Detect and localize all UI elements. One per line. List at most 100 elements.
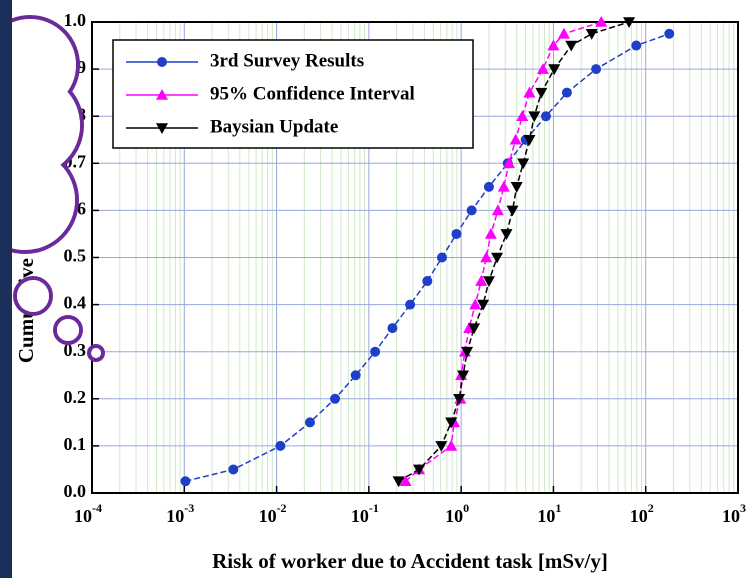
tick-base: 10 (537, 506, 555, 526)
data-point (561, 87, 572, 98)
tick-exponent: -4 (92, 501, 102, 515)
data-point (468, 323, 481, 335)
data-point (399, 475, 412, 487)
data-point (506, 205, 519, 217)
legend-label: 3rd Survey Results (210, 50, 364, 71)
data-point (664, 28, 675, 39)
legend-marker (157, 57, 167, 67)
tick-base: 10 (630, 506, 648, 526)
data-point (497, 180, 510, 192)
data-point (510, 182, 523, 193)
data-point (523, 86, 536, 98)
data-point (595, 16, 608, 27)
x-tick-label: 102 (630, 501, 654, 526)
data-point (482, 276, 495, 288)
data-point (435, 441, 448, 452)
data-point (516, 110, 529, 121)
legend-marker (156, 123, 168, 134)
data-point (350, 370, 361, 381)
data-point (540, 111, 551, 122)
tick-exponent: 2 (648, 501, 654, 515)
tick-exponent: -3 (184, 501, 194, 515)
tick-base: 10 (722, 506, 740, 526)
legend-label: 95% Confidence Interval (210, 83, 415, 104)
data-point (228, 464, 239, 475)
data-point (466, 205, 477, 216)
legend-marker (156, 89, 168, 100)
y-tick-label: 0.1 (64, 434, 87, 454)
data-point (591, 64, 602, 75)
x-axis-title: Risk of worker due to Accident task [mSv… (212, 549, 608, 573)
plot-frame (91, 21, 739, 494)
data-point (535, 87, 548, 99)
data-point (436, 252, 447, 263)
tick-exponent: 1 (555, 501, 561, 515)
data-point (484, 227, 497, 239)
data-point (528, 111, 541, 123)
data-point (461, 346, 474, 358)
data-point (500, 229, 513, 240)
legend: 3rd Survey Results 95% Confidence Interva… (112, 39, 474, 149)
data-point (413, 464, 426, 476)
data-point (457, 370, 470, 382)
tick-base: 10 (166, 506, 184, 526)
data-point (483, 181, 494, 192)
tick-base: 10 (74, 506, 92, 526)
data-point (477, 299, 490, 311)
series-line (398, 21, 630, 482)
data-point (370, 346, 381, 357)
data-point (631, 40, 642, 51)
data-point (445, 417, 458, 429)
data-point (491, 252, 504, 264)
data-point (304, 417, 315, 428)
data-point (392, 476, 405, 488)
data-point (453, 394, 466, 405)
data-point (585, 28, 598, 40)
x-tick-label: 10-1 (351, 501, 379, 526)
data-point (275, 440, 286, 451)
data-point (548, 64, 561, 76)
x-tick-label: 103 (722, 501, 746, 526)
x-tick-label: 10-4 (74, 501, 102, 526)
tick-exponent: -1 (369, 501, 379, 515)
x-tick-label: 10-2 (259, 501, 287, 526)
data-point (405, 299, 416, 310)
series-line (405, 21, 602, 482)
data-point (547, 39, 560, 51)
data-point (517, 158, 530, 170)
data-point (330, 393, 341, 404)
data-point (475, 275, 488, 286)
data-point (180, 476, 191, 487)
data-point (565, 40, 578, 52)
legend-label: Baysian Update (210, 116, 338, 137)
data-point (509, 133, 522, 145)
y-tick-label: 0.4 (64, 293, 87, 313)
tick-exponent: 0 (463, 501, 469, 515)
y-tick-label: 1.0 (64, 10, 87, 30)
x-tick-label: 100 (445, 501, 469, 526)
data-point (451, 228, 462, 239)
data-point (422, 276, 433, 287)
tick-exponent: 3 (740, 501, 746, 515)
x-tick-label: 101 (537, 501, 561, 526)
data-point (557, 27, 570, 39)
y-tick-label: 0.5 (64, 246, 87, 266)
plot-area: 0.00.10.20.30.40.50.60.70.80.91.010-410-… (64, 10, 747, 526)
data-point (491, 204, 504, 216)
y-tick-label: 0.0 (64, 481, 87, 501)
tick-base: 10 (351, 506, 369, 526)
data-point (387, 323, 398, 334)
legend-box (112, 39, 474, 149)
data-point (445, 439, 458, 451)
data-point (523, 134, 536, 146)
data-point (480, 251, 493, 263)
data-point (469, 298, 482, 310)
data-point (623, 17, 636, 28)
thought-bubble (0, 0, 105, 362)
tick-exponent: -2 (277, 501, 287, 515)
tick-base: 10 (259, 506, 277, 526)
data-point (502, 157, 515, 169)
y-tick-label: 0.2 (64, 387, 87, 407)
data-point (536, 63, 549, 74)
